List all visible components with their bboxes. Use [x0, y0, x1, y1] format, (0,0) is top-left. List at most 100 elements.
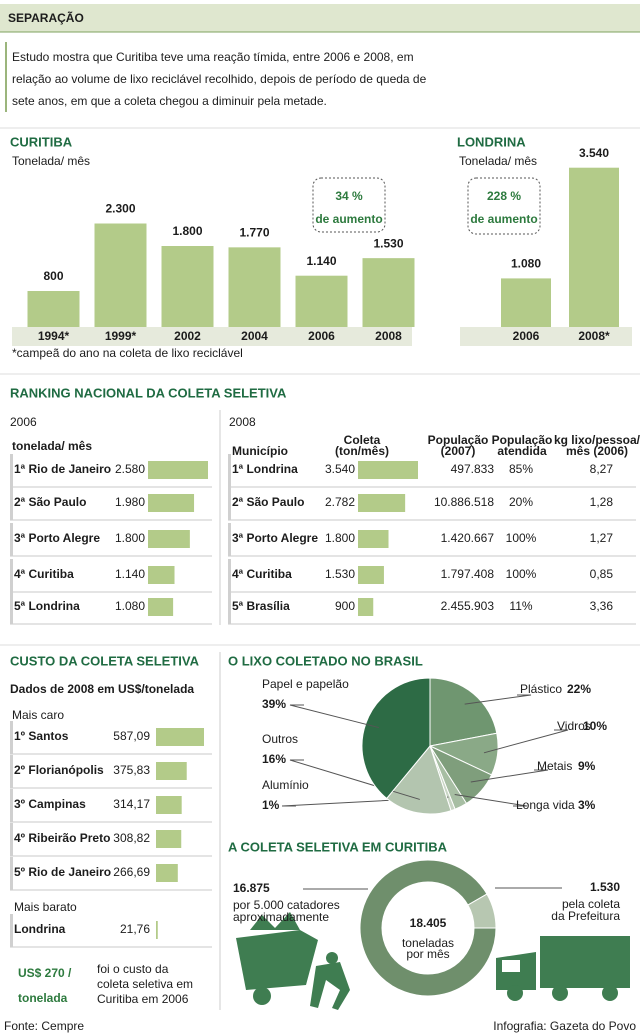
bar [148, 494, 195, 512]
x-tick-label: 2006 [513, 329, 540, 343]
row-edge [10, 591, 13, 624]
slice-value: 22% [567, 682, 591, 696]
bar [148, 530, 190, 548]
x-tick-label: 2008* [578, 329, 610, 343]
table-cell: 1.797.408 [441, 567, 495, 581]
x-tick-label: 1994* [38, 329, 70, 343]
slice-value: 9% [578, 759, 596, 773]
row-label: 3ª Porto Alegre [14, 531, 100, 545]
bar [358, 566, 384, 584]
column-header: atendida [497, 444, 547, 458]
intro-line: sete anos, em que a coleta chegou a dimi… [12, 94, 327, 108]
category-strip [460, 327, 632, 346]
annotation-text: de aumento [315, 212, 382, 226]
row-edge [228, 454, 231, 487]
row-edge [10, 559, 13, 592]
bar [148, 598, 174, 616]
table-cell: 1,27 [590, 531, 614, 545]
segment-value: 16.875 [233, 881, 270, 895]
bar [569, 167, 619, 327]
chart-subtitle: Tonelada/ mês [459, 154, 537, 168]
row-edge [10, 823, 13, 856]
row-edge [228, 559, 231, 592]
x-tick-label: 1999* [105, 329, 137, 343]
segment-value: 1.530 [590, 880, 620, 894]
value-label: 1.800 [325, 531, 355, 545]
donut-segment [467, 893, 497, 929]
bar [156, 864, 178, 882]
row-edge [10, 721, 13, 754]
table-cell: 100% [506, 567, 537, 581]
chart-title: LONDRINA [457, 134, 526, 149]
group-label: Mais caro [12, 708, 64, 722]
category-strip [12, 327, 412, 346]
callout-value: US$ 270 / [18, 966, 72, 980]
callout-text: Curitiba em 2006 [97, 992, 189, 1006]
bar [358, 598, 374, 616]
value-label: 1.530 [373, 236, 403, 250]
bar [295, 275, 348, 327]
segment-text: aproximadamente [233, 910, 329, 924]
value-label: 21,76 [120, 922, 150, 936]
row-label: 2º Florianópolis [14, 763, 104, 777]
slice-label: Metais [537, 759, 572, 773]
x-tick-label: 2006 [308, 329, 335, 343]
table-cell: 1,28 [590, 495, 614, 509]
row-label: 5º Rio de Janeiro [14, 865, 111, 879]
callout-value: tonelada [18, 991, 68, 1005]
chart-subtitle: Tonelada/ mês [12, 154, 90, 168]
bar [358, 530, 389, 548]
row-label: 1ª Londrina [232, 462, 298, 476]
slice-label: Papel e papelão [262, 677, 349, 691]
center-text: por mês [406, 947, 449, 961]
row-edge [228, 591, 231, 624]
annotation-value: 228 % [487, 189, 521, 203]
column-header: População [492, 433, 553, 447]
bar [362, 258, 415, 327]
pie-slice [361, 677, 431, 800]
value-label: 1.080 [115, 599, 145, 613]
value-label: 2.782 [325, 495, 355, 509]
slice-label: Outros [262, 732, 298, 746]
chart-title: CURITIBA [10, 134, 73, 149]
bar [156, 762, 187, 780]
bar [27, 291, 80, 327]
header-band [0, 4, 640, 32]
chart-title: A COLETA SELETIVA EM CURITIBA [228, 839, 448, 854]
table-cell: 3,36 [590, 599, 614, 613]
row-label: 1º Santos [14, 729, 69, 743]
chart-title: 2008 [229, 415, 256, 429]
donut-segment [359, 859, 497, 997]
slice-value: 10% [583, 719, 607, 733]
annotation-box [467, 177, 541, 235]
value-label: 1.800 [172, 224, 202, 238]
chart-title: CUSTO DA COLETA SELETIVA [10, 653, 200, 668]
value-label: 1.140 [306, 254, 336, 268]
value-label: 2.300 [105, 202, 135, 216]
chart-subtitle: tonelada/ mês [12, 439, 92, 453]
table-cell: 20% [509, 495, 533, 509]
value-label: 1.140 [115, 567, 145, 581]
value-label: 375,83 [113, 763, 150, 777]
segment-text: da Prefeitura [551, 909, 620, 923]
slice-value: 1% [262, 798, 280, 812]
annotation-text: de aumento [470, 212, 537, 226]
bar [156, 796, 182, 814]
row-edge [10, 523, 13, 556]
value-label: 314,17 [113, 797, 150, 811]
table-cell: 85% [509, 462, 533, 476]
row-label: 2ª São Paulo [14, 495, 86, 509]
column-header: Coleta [344, 433, 381, 447]
row-edge [10, 789, 13, 822]
table-cell: 2.455.903 [441, 599, 495, 613]
pie-slice [385, 744, 452, 815]
bar [156, 830, 182, 848]
segment-text: por 5.000 catadores [233, 898, 340, 912]
table-cell: 100% [506, 531, 537, 545]
annotation-value: 34 % [335, 189, 363, 203]
callout-text: coleta seletiva em [97, 977, 193, 991]
row-edge [10, 914, 13, 947]
row-edge [228, 487, 231, 520]
value-label: 1.800 [115, 531, 145, 545]
row-edge [228, 523, 231, 556]
